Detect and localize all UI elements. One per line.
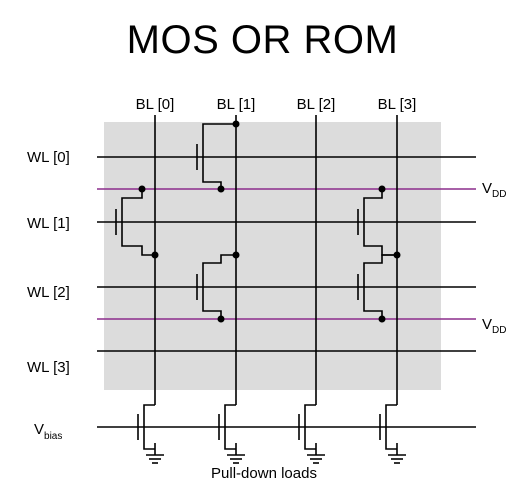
node-dot xyxy=(151,251,159,259)
wordline-label-0: WL [0] xyxy=(27,149,70,166)
wordline-label-2: WL [2] xyxy=(27,284,70,301)
wordline-label-1: WL [1] xyxy=(27,215,70,232)
node-dot xyxy=(232,120,240,128)
transistor-wl1-bl0 xyxy=(115,189,155,256)
node-dot xyxy=(378,185,386,193)
node-dot xyxy=(378,315,386,323)
pulldown-transistor-bl1 xyxy=(218,404,245,464)
bitline-label-3: BL [3] xyxy=(378,96,417,113)
wordline-label-3: WL [3] xyxy=(27,359,70,376)
vdd-label-top: VDD xyxy=(482,180,506,200)
bitline-label-1: BL [1] xyxy=(217,96,256,113)
node-dot xyxy=(217,185,225,193)
diagram-title: MOS OR ROM xyxy=(126,18,399,62)
vdd-label-bottom: VDD xyxy=(482,316,506,336)
node-dot xyxy=(217,315,225,323)
vbias-label: Vbias xyxy=(34,421,62,442)
transistor-wl2-bl3 xyxy=(357,254,397,319)
pulldown-transistor-bl0 xyxy=(137,404,164,464)
pulldown-transistor-bl3 xyxy=(379,404,406,464)
pulldown-loads-label: Pull-down loads xyxy=(211,465,317,482)
node-dot xyxy=(393,251,401,259)
node-dot xyxy=(138,185,146,193)
bitline-label-2: BL [2] xyxy=(297,96,336,113)
bitline-label-0: BL [0] xyxy=(136,96,175,113)
node-dot xyxy=(232,251,240,259)
transistor-wl2-bl1 xyxy=(196,254,236,319)
array-background xyxy=(104,122,441,390)
pulldown-transistor-bl2 xyxy=(298,404,325,464)
